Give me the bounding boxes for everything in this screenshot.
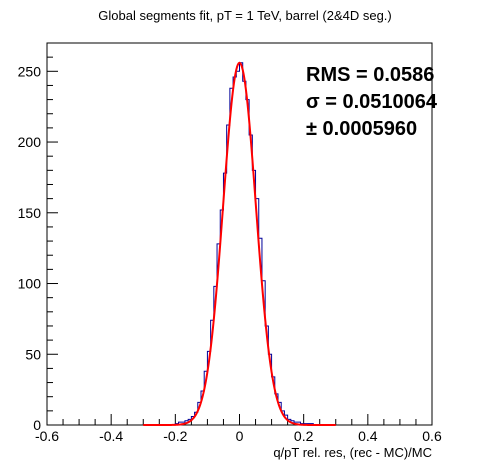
histogram-series — [174, 62, 320, 426]
stat-rms: RMS = 0.0586 — [306, 64, 434, 86]
gaussian-fit-curve — [143, 61, 336, 426]
y-tick-label: 0 — [33, 417, 41, 433]
y-tick-label: 200 — [18, 134, 42, 150]
x-tick-label: 0.6 — [422, 428, 442, 444]
plot-area: -0.6 -0.4 -0.2 0 0.2 0.4 0.6 0 50 100 150 200 250 — [18, 42, 442, 444]
stat-sigma: σ = 0.0510064 — [306, 91, 438, 113]
x-tick-label: 0 — [236, 428, 244, 444]
x-tick-label: -0.4 — [99, 428, 123, 444]
y-tick-label: 250 — [18, 63, 42, 79]
y-tick-label: 150 — [18, 205, 42, 221]
x-axis-label: q/pT rel. res, (rec - MC)/MC — [273, 445, 432, 460]
x-axis-ticks — [46, 414, 433, 425]
y-axis-ticks — [47, 42, 58, 426]
x-tick-label: 0.4 — [358, 428, 378, 444]
x-tick-label: -0.6 — [35, 428, 59, 444]
y-tick-label: 100 — [18, 276, 42, 292]
stat-sigma-error: ± 0.0005960 — [306, 118, 417, 140]
x-tick-label: -0.2 — [163, 428, 187, 444]
chart-title: Global segments fit, pT = 1 TeV, barrel … — [98, 8, 392, 23]
x-tick-label: 0.2 — [294, 428, 314, 444]
y-tick-label: 50 — [25, 346, 41, 362]
y-axis-tick-labels: 0 50 100 150 200 250 — [18, 63, 42, 433]
x-axis-tick-labels: -0.6 -0.4 -0.2 0 0.2 0.4 0.6 — [35, 428, 442, 444]
